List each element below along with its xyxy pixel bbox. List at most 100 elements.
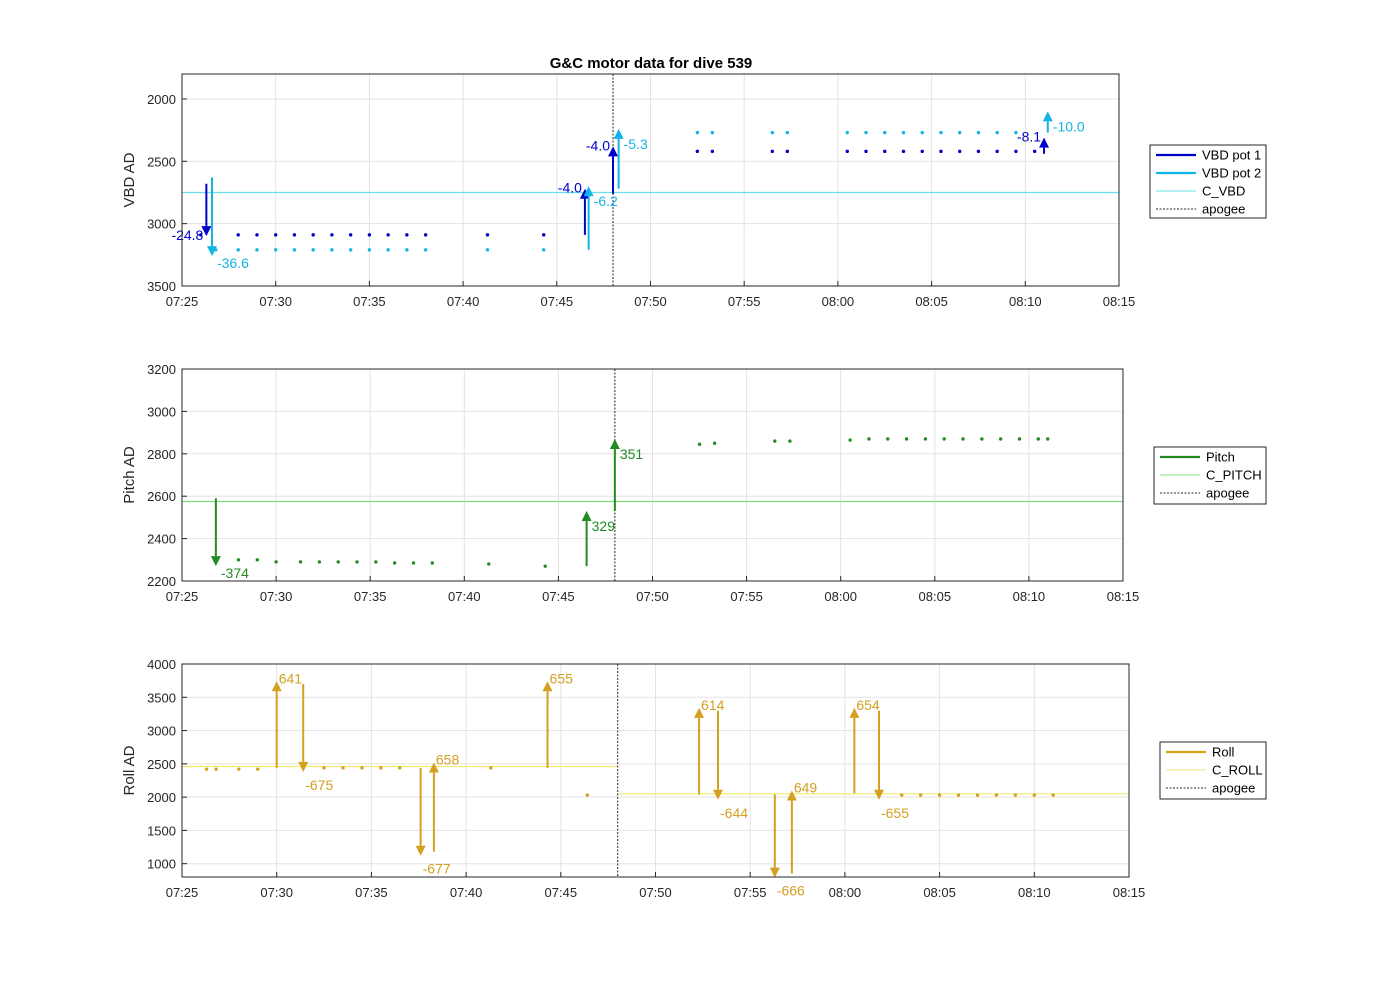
motor-move-arrowhead	[271, 681, 282, 692]
move-label: 614	[701, 697, 725, 713]
data-point	[236, 558, 241, 562]
data-point	[489, 766, 493, 770]
data-point	[904, 437, 909, 441]
motor-move-arrowhead	[873, 789, 884, 800]
data-point	[367, 233, 372, 237]
move-label: -36.6	[217, 255, 249, 271]
motor-move-arrowhead	[415, 845, 426, 856]
data-point	[1036, 437, 1041, 441]
data-point	[430, 561, 435, 565]
data-point	[710, 130, 715, 135]
data-point	[398, 766, 402, 770]
y-tick-label: 3500	[147, 279, 176, 294]
data-point	[1013, 793, 1018, 797]
x-tick-label: 07:40	[448, 589, 481, 604]
motor-move-arrowhead	[1042, 111, 1053, 122]
x-tick-label: 08:00	[829, 885, 862, 900]
pitch-axes-frame	[181, 368, 1124, 582]
move-label: -5.3	[624, 136, 648, 152]
roll-y-axis-label: Roll AD	[121, 745, 138, 795]
data-point	[1032, 793, 1037, 797]
x-tick-label: 08:00	[822, 294, 855, 309]
data-point	[405, 248, 409, 252]
data-point	[485, 233, 490, 237]
data-point	[405, 233, 409, 237]
data-point	[958, 149, 962, 154]
motor-move-arrowhead	[849, 707, 860, 718]
data-point	[1046, 437, 1050, 441]
data-point	[886, 437, 890, 441]
y-tick-label: 1000	[147, 857, 176, 872]
data-point	[330, 248, 334, 252]
y-tick-label: 2500	[147, 757, 176, 772]
data-point	[330, 233, 334, 237]
data-point	[695, 130, 700, 135]
y-tick-label: 2400	[147, 532, 176, 547]
data-point	[845, 149, 849, 154]
data-point	[867, 437, 871, 441]
panels-group: 07:25 07:30 07:35 07:40 07:45 07:50 07:55 08:00…	[121, 73, 1267, 900]
x-tick-label: 08:00	[824, 589, 857, 604]
data-point	[845, 130, 849, 135]
data-point	[900, 793, 904, 797]
data-point	[423, 248, 428, 252]
data-point	[864, 130, 868, 135]
data-point	[1017, 437, 1022, 441]
x-tick-label: 07:45	[545, 885, 578, 900]
y-tick-label: 2000	[147, 92, 176, 107]
x-tick-label: 08:05	[919, 589, 952, 604]
x-tick-label: 07:25	[166, 885, 199, 900]
move-label: 641	[279, 670, 303, 686]
data-point	[785, 130, 790, 135]
data-point	[958, 130, 962, 135]
motor-move-arrowhead	[713, 789, 724, 800]
x-tick-label: 07:55	[730, 589, 763, 604]
move-label: 329	[592, 518, 616, 534]
data-point	[976, 149, 981, 154]
data-point	[311, 233, 315, 237]
x-tick-label: 07:25	[166, 294, 199, 309]
x-tick-label: 07:40	[447, 294, 480, 309]
motor-move-arrowhead	[613, 128, 624, 139]
y-tick-label: 3500	[147, 690, 176, 705]
y-tick-label: 3200	[147, 362, 176, 377]
motor-move-arrowhead	[428, 762, 439, 773]
data-point	[274, 233, 278, 237]
data-point	[348, 248, 353, 252]
data-point	[255, 248, 259, 252]
pitch-panel: 07:25 07:30 07:35 07:40 07:45 07:50 07:55 08:00…	[121, 362, 1267, 604]
vbd-panel: 07:25 07:30 07:35 07:40 07:45 07:50 07:55 08:00…	[121, 73, 1267, 309]
data-point	[994, 793, 999, 797]
y-tick-label: 2800	[147, 447, 176, 462]
data-point	[541, 248, 546, 252]
move-label: 658	[436, 752, 460, 768]
data-point	[237, 767, 241, 771]
data-point	[1051, 793, 1055, 797]
y-tick-label: 4000	[147, 657, 176, 672]
data-point	[360, 766, 364, 770]
data-point	[961, 437, 965, 441]
move-label: -4.0	[558, 180, 582, 196]
data-point	[1014, 130, 1018, 135]
move-label: -677	[423, 861, 451, 877]
chart-title: G&C motor data for dive 539	[550, 55, 753, 72]
x-tick-label: 07:30	[260, 885, 293, 900]
x-tick-label: 07:50	[634, 294, 667, 309]
x-tick-label: 07:45	[542, 589, 575, 604]
data-point	[697, 442, 702, 446]
data-point	[367, 248, 372, 252]
legend-box	[1149, 144, 1267, 219]
data-point	[937, 793, 942, 797]
x-tick-label: 07:30	[260, 589, 293, 604]
data-point	[274, 560, 278, 564]
data-point	[848, 438, 852, 442]
vbd-y-axis-label: VBD AD	[121, 152, 138, 207]
data-point	[712, 441, 717, 445]
legend-label: VBD pot 1	[1202, 148, 1261, 163]
data-point	[379, 766, 383, 770]
data-point	[980, 437, 984, 441]
pitch-y-axis-label: Pitch AD	[121, 446, 138, 504]
move-label: 351	[620, 446, 644, 462]
